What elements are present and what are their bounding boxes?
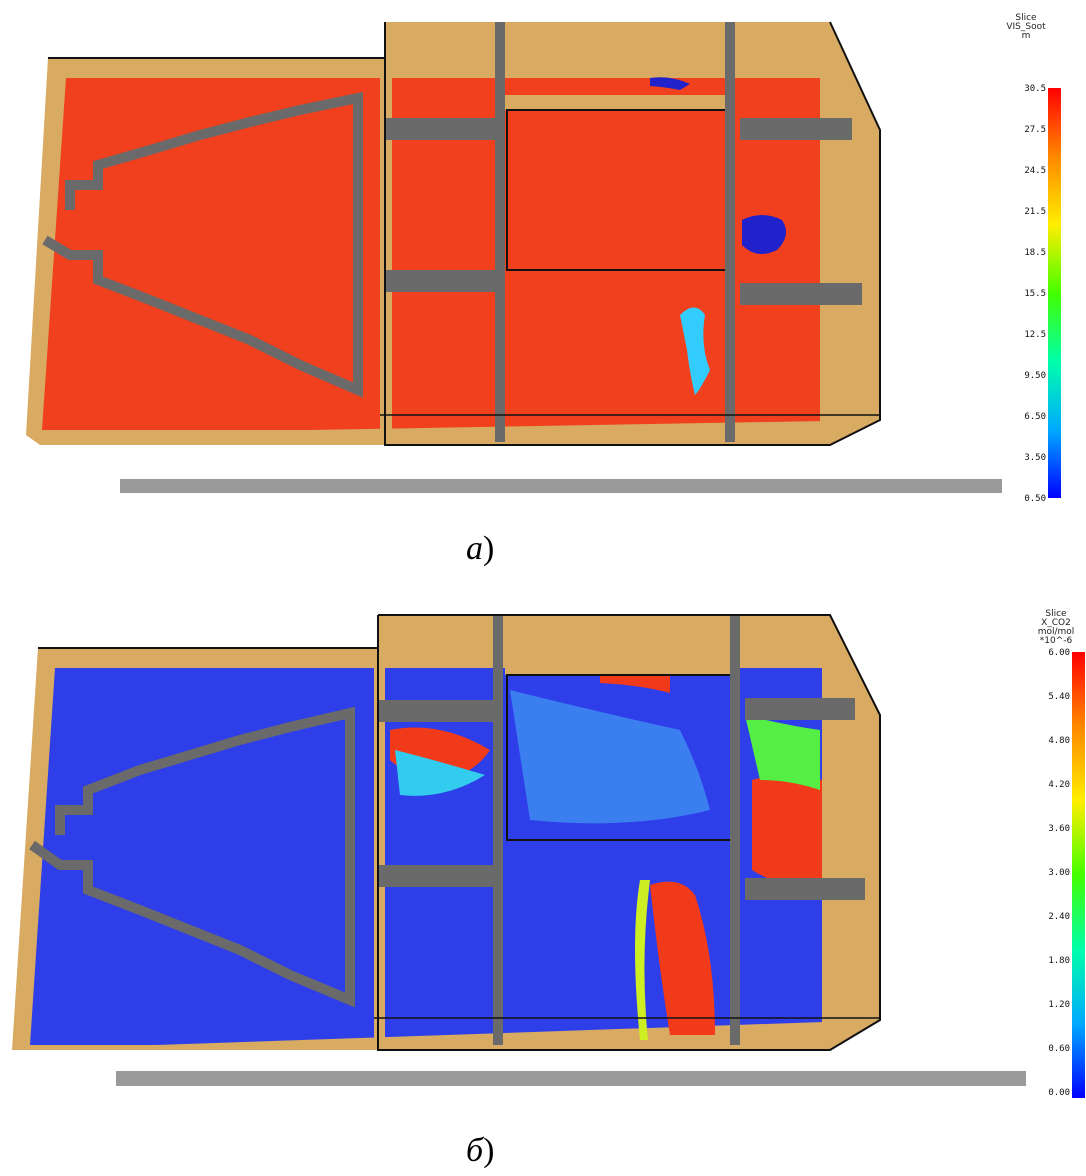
wall-segment [745, 698, 855, 720]
inner-room-floor [506, 109, 732, 271]
wall-segment [725, 22, 735, 442]
smoke-visibility-slice-view [26, 21, 1002, 493]
high-co2-zone [650, 881, 715, 1035]
colorbar-tick: 9.50 [1024, 371, 1046, 381]
mid-co2-zone [635, 880, 650, 1040]
colorbar-title: Slice VIS_Soot m [1006, 13, 1046, 41]
wall-segment [730, 615, 740, 1045]
wall-segment [745, 878, 865, 900]
colorbar-tick: 24.5 [1024, 166, 1046, 176]
colorbar-tick: 1.80 [1048, 956, 1070, 966]
colorbar-tick: 15.5 [1024, 289, 1046, 299]
figure-a: Slice VIS_Soot m 30.5 27.5 24.5 21.5 18.… [0, 0, 1086, 580]
mid-co2-zone [745, 715, 820, 790]
room-left-slice [42, 78, 380, 430]
colorbar-tick: 3.00 [1048, 868, 1070, 878]
figure-b: Slice X_CO2 mol/mol *10^-6 6.00 5.40 4.8… [0, 580, 1086, 1176]
colorbar-title: Slice X_CO2 mol/mol *10^-6 [1037, 609, 1075, 646]
colorbar-tick: 6.50 [1024, 412, 1046, 422]
wall-segment [740, 283, 862, 305]
inner-room-top-wall [505, 95, 733, 110]
colorbar-gradient [1048, 88, 1061, 498]
diffuse-co2-zone [510, 690, 710, 824]
colorbar-tick: 12.5 [1024, 330, 1046, 340]
colorbar-tick: 2.40 [1048, 912, 1070, 922]
wall-segment [493, 615, 503, 1045]
colorbar-tick: 0.00 [1048, 1088, 1070, 1098]
colorbar-tick: 21.5 [1024, 207, 1046, 217]
high-co2-zone [752, 775, 822, 884]
colorbar-tick: 6.00 [1048, 648, 1070, 658]
low-visibility-zone [680, 307, 710, 395]
wall-segment [385, 118, 503, 140]
low-visibility-zone [742, 215, 786, 254]
colorbar-tick: 27.5 [1024, 125, 1046, 135]
colorbar-tick: 3.50 [1024, 453, 1046, 463]
colorbar-tick: 4.80 [1048, 736, 1070, 746]
mid-co2-zone [395, 750, 485, 796]
inner-room-top-wall [505, 660, 737, 675]
colorbar-tick: 4.20 [1048, 780, 1070, 790]
colorbar-tick: 18.5 [1024, 248, 1046, 258]
building-outline [384, 21, 881, 446]
building-outline [377, 614, 881, 1051]
wall-segment [740, 118, 852, 140]
horizontal-scroll-bar[interactable] [120, 479, 1002, 493]
angled-partition-wall [29, 706, 355, 1008]
colorbar-tick: 5.40 [1048, 692, 1070, 702]
room-left-slice [30, 668, 374, 1045]
horizontal-scroll-bar[interactable] [116, 1071, 1026, 1086]
colorbar-tick: 0.50 [1024, 494, 1046, 504]
wall-segment [378, 700, 496, 722]
colorbar-tick: 30.5 [1024, 84, 1046, 94]
figure-caption-a: а) [466, 530, 495, 567]
low-visibility-zone [650, 77, 690, 90]
colorbar-tick: 1.20 [1048, 1000, 1070, 1010]
co2-concentration-slice-view [12, 614, 1026, 1086]
wall-segment [495, 22, 505, 442]
wall-segment [378, 865, 496, 887]
slab-edge [12, 1020, 880, 1050]
colorbar-gradient [1072, 652, 1085, 1098]
figure-caption-b: б) [466, 1132, 495, 1169]
colorbar-tick: 3.60 [1048, 824, 1070, 834]
colorbar-tick: 0.60 [1048, 1044, 1070, 1054]
slab-edge [26, 420, 880, 445]
angled-partition-wall [42, 91, 363, 398]
wall-segment [385, 270, 503, 292]
